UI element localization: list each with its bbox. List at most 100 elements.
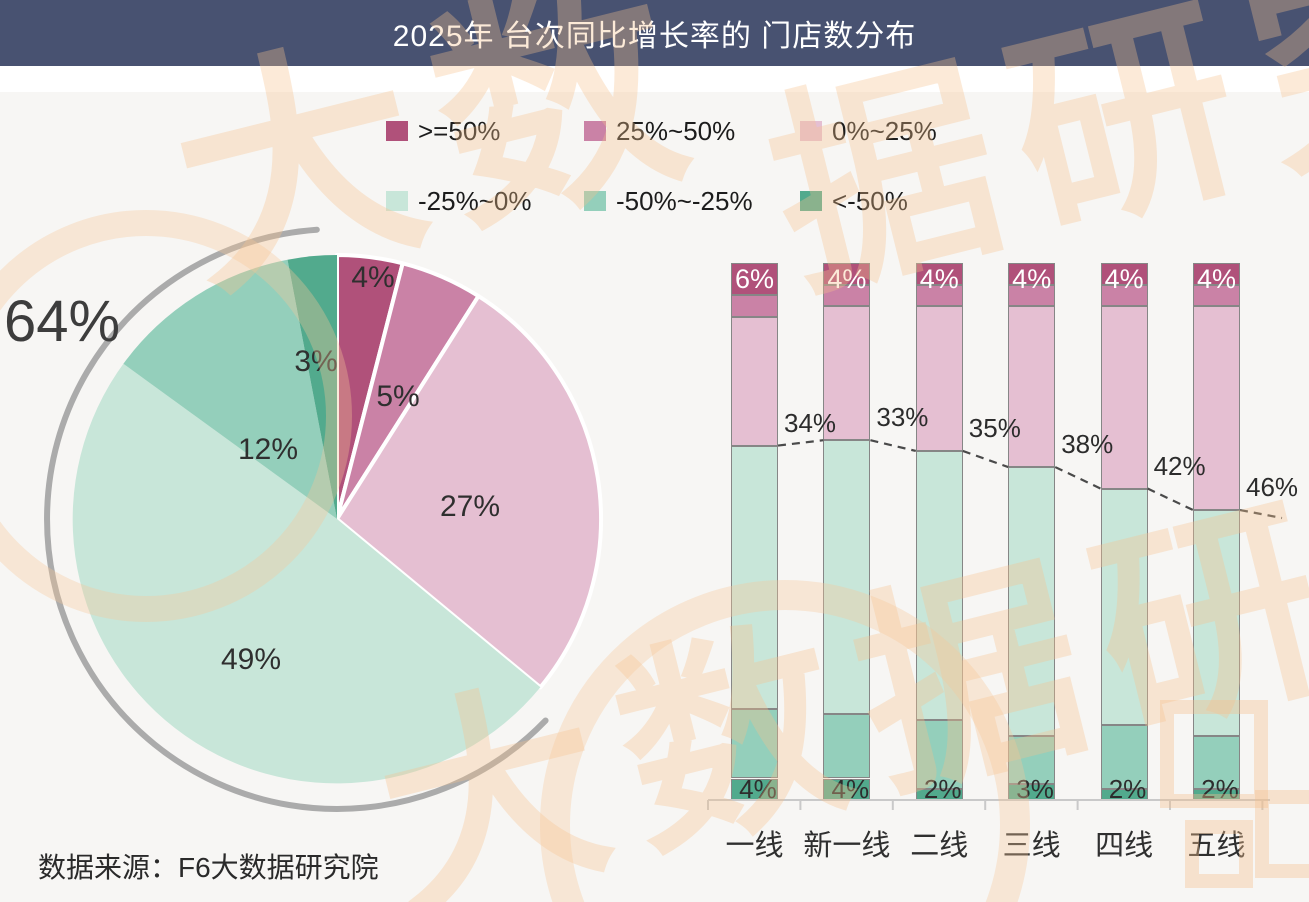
legend-label: 25%~50%: [616, 115, 736, 146]
pie-slice-0%~25%: [335, 294, 604, 690]
category-label-新一线: 新一线: [803, 830, 891, 862]
dashed-trend-line: [1147, 487, 1194, 512]
pie-data-label--50%~-25%: 12%: [237, 433, 299, 466]
bar-segment-0%~25%: [1008, 306, 1056, 468]
legend-label: -25%~0%: [418, 185, 532, 216]
bar-top-label: 4%: [1012, 264, 1052, 294]
pie-data-label-25%~50%: 5%: [376, 380, 420, 413]
stacked-bar-四线: 4% 2%: [1100, 263, 1148, 804]
stacked-bar-新一线: 4% 4%: [823, 263, 871, 804]
bar-top-label: 6%: [734, 264, 775, 294]
source-note: 数据来源：F6大数据研究院: [38, 852, 379, 883]
bar-segment-0%~25%: [731, 316, 778, 446]
pie-data-label-<-50%: 3%: [294, 345, 338, 378]
legend-label: -50%~-25%: [616, 185, 753, 216]
pie-slice--50%~-25%: [123, 259, 338, 519]
bar-segment->=50%: [915, 263, 963, 285]
legend-swatch-0-25-icon: [800, 121, 822, 141]
bar-segment-25%~50%: [915, 284, 963, 306]
bar-segment-0%~25%: [823, 306, 871, 441]
bar-segment-0%~25%: [915, 306, 963, 451]
bar-segment-25%~50%: [1100, 284, 1148, 306]
bar-bottom-label: 2%: [1201, 774, 1239, 804]
pie-slice--25%~0%: [72, 363, 541, 784]
stacked-bar-一线: 6% 4%: [731, 263, 778, 804]
bar-bottom-label: 4%: [739, 774, 777, 804]
bar-segment--50%~-25%: [1193, 735, 1240, 790]
legend-item-n25-0: -25%~0%: [386, 185, 532, 216]
bar-bottom-label: 2%: [923, 774, 962, 804]
legend-item-lt-n50: <-50%: [800, 185, 908, 216]
legend-label: >=50%: [418, 115, 501, 146]
bar-segment--50%~-25%: [915, 719, 963, 790]
legend-item-0-25: 0%~25%: [800, 115, 937, 146]
title-divider: [0, 66, 1309, 92]
title-bar: 2025年 台次同比增长率的 门店数分布: [0, 0, 1309, 66]
bar-segment->=50%: [1193, 263, 1240, 285]
stacked-bar-五线: 4% 2%: [1193, 263, 1240, 804]
dashed-line-label: 35%: [968, 412, 1021, 443]
dashed-line-label: 34%: [784, 407, 837, 438]
stacked-bar-三线: 4% 3%: [1008, 263, 1056, 804]
pie-data-label-0%~25%: 27%: [439, 490, 501, 523]
category-label-二线: 二线: [910, 830, 969, 862]
bar-chart-overlay: [707, 439, 1283, 810]
dashed-line-label: 46%: [1246, 472, 1299, 503]
legend-swatch-n50-n25-icon: [584, 191, 606, 211]
bar-segment--50%~-25%: [1100, 724, 1148, 790]
legend-item-n50-n25: -50%~-25%: [584, 185, 753, 216]
dashed-trend-line: [1239, 508, 1283, 520]
pie-data-label->=50%: 4%: [351, 261, 395, 294]
bar-segment--50%~-25%: [823, 714, 871, 779]
dashed-line-label: 33%: [876, 402, 929, 433]
pie-chart: [44, 226, 604, 812]
bar-segment-25%~50%: [1008, 284, 1056, 306]
bar-bottom-label: 4%: [831, 774, 870, 804]
dashed-trend-line: [962, 449, 1009, 469]
bar-segment-25%~50%: [823, 284, 871, 306]
bar-segment--25%~0%: [915, 451, 963, 720]
legend-label: 0%~25%: [832, 115, 937, 146]
bar-segment--50%~-25%: [731, 708, 778, 779]
bar-segment->=50%: [1100, 263, 1148, 285]
page-title: 2025年 台次同比增长率的 门店数分布: [392, 20, 917, 53]
legend-swatch-ge50-icon: [386, 121, 408, 141]
legend-swatch-lt-n50-icon: [800, 191, 822, 211]
bar-bottom-label: 2%: [1108, 774, 1147, 804]
dashed-trend-line: [777, 439, 824, 447]
bar-top-label: 4%: [1196, 264, 1237, 294]
bar-segment-25%~50%: [1193, 284, 1240, 306]
bar-segment->=50%: [731, 263, 778, 296]
category-label-四线: 四线: [1095, 830, 1154, 862]
legend-label: <-50%: [832, 185, 908, 216]
category-label-五线: 五线: [1187, 830, 1246, 862]
bar-segment-0%~25%: [1100, 306, 1148, 489]
bar-segment->=50%: [823, 263, 871, 285]
stacked-bar-chart: 6% 4% 34% 一线 4% 4% 33% 新一线 4% 2% 35% 二线 4% 3% 38% 三线 4% 2…: [690, 250, 1309, 900]
stacked-bar-二线: 4% 2%: [915, 263, 963, 804]
legend-item-25-50: 25%~50%: [584, 115, 736, 146]
pie-data-label--25%~0%: 49%: [220, 643, 282, 676]
legend-item-ge50: >=50%: [386, 115, 501, 146]
dashed-trend-line: [1054, 466, 1102, 490]
bar-top-label: 4%: [827, 264, 867, 294]
bar-top-label: 4%: [919, 264, 959, 294]
legend-swatch-25-50-icon: [584, 121, 606, 141]
bar-segment-0%~25%: [1193, 306, 1240, 511]
bar-top-label: 4%: [1104, 264, 1144, 294]
dashed-line-label: 38%: [1061, 429, 1114, 460]
legend-swatch-n25-0-icon: [386, 191, 408, 211]
bar-segment--25%~0%: [1008, 467, 1056, 736]
category-label-三线: 三线: [1002, 830, 1061, 862]
bar-segment--50%~-25%: [1008, 735, 1056, 784]
bar-segment--25%~0%: [1100, 488, 1148, 725]
pie-annotation-64: 64%: [4, 289, 121, 354]
bar-segment--25%~0%: [823, 440, 871, 715]
pie-slice-<-50%: [287, 255, 337, 519]
dashed-trend-line: [870, 439, 917, 453]
bar-segment-25%~50%: [731, 295, 778, 317]
category-label-一线: 一线: [725, 830, 784, 862]
bar-segment--25%~0%: [731, 445, 778, 709]
pie-highlight-arc: [44, 226, 549, 812]
